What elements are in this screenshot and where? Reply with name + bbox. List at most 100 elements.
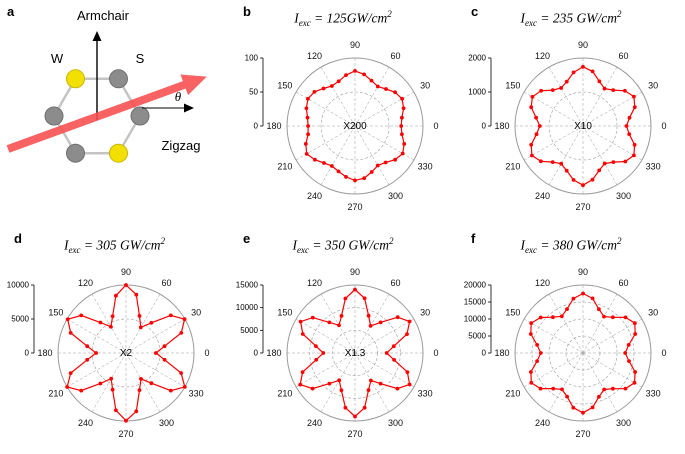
panel-a: a bbox=[0, 0, 229, 227]
data-point bbox=[79, 388, 84, 393]
crystal-schematic: Armchair W S θ Zigzag bbox=[6, 8, 207, 163]
data-point bbox=[337, 378, 342, 383]
data-point bbox=[564, 168, 569, 173]
polar-plot-e: 0 30 60 90 120 150 180 210 240 270 300 330 0 5000 1000… bbox=[236, 267, 439, 439]
title-subscript: exc bbox=[298, 18, 311, 29]
spoke-line bbox=[523, 318, 584, 354]
data-point bbox=[314, 357, 319, 362]
data-point bbox=[65, 385, 69, 389]
data-point bbox=[362, 405, 367, 410]
data-point bbox=[366, 388, 371, 392]
spoke-line bbox=[582, 66, 618, 127]
data-point bbox=[391, 344, 396, 349]
angle-label: 300 bbox=[388, 418, 403, 428]
data-point bbox=[560, 387, 564, 392]
spoke-line bbox=[125, 318, 186, 354]
angle-label: 60 bbox=[390, 51, 400, 61]
data-point bbox=[306, 96, 310, 101]
data-point bbox=[529, 105, 534, 110]
angle-label: 30 bbox=[420, 81, 430, 91]
data-point bbox=[179, 331, 184, 335]
title-equation: = 125GW/cm bbox=[310, 10, 388, 26]
data-point bbox=[109, 324, 113, 329]
data-point bbox=[68, 371, 73, 375]
angle-label: 0 bbox=[433, 121, 438, 131]
panel-label-d: d bbox=[14, 231, 22, 246]
angle-label: 180 bbox=[266, 348, 281, 358]
data-point bbox=[534, 115, 538, 120]
angle-label: 0 bbox=[661, 348, 666, 358]
spoke-line bbox=[548, 125, 584, 186]
data-point bbox=[602, 161, 607, 166]
data-point bbox=[375, 84, 380, 89]
chart-title-f: Iexc = 380 GW/cm2 bbox=[457, 227, 685, 255]
data-series bbox=[298, 287, 412, 419]
angle-label: 300 bbox=[616, 191, 631, 201]
data-point bbox=[368, 324, 373, 328]
data-point bbox=[306, 132, 310, 137]
angle-label: 240 bbox=[307, 191, 322, 201]
angle-label: 180 bbox=[494, 121, 509, 131]
data-point bbox=[314, 344, 318, 348]
data-point bbox=[564, 79, 569, 84]
data-point bbox=[529, 380, 534, 385]
angle-label: 270 bbox=[118, 429, 133, 439]
data-point bbox=[337, 323, 341, 328]
data-point bbox=[529, 142, 534, 147]
panel-e: e Iexc = 350 GW/cm2 0 30 60 90 120 150 180 210 2… bbox=[229, 227, 457, 454]
data-point bbox=[602, 387, 606, 392]
radial-tick-label: 5000 bbox=[11, 315, 29, 324]
title-subscript: exc bbox=[525, 18, 537, 29]
title-equation: = 350 GW/cm bbox=[309, 237, 389, 253]
angle-label: 210 bbox=[505, 389, 520, 399]
angle-label: 60 bbox=[161, 278, 171, 288]
data-point bbox=[321, 351, 326, 355]
data-point bbox=[571, 296, 576, 301]
s-atom bbox=[44, 106, 64, 126]
data-point bbox=[602, 314, 606, 319]
angle-label: 270 bbox=[575, 202, 590, 212]
data-point bbox=[321, 86, 326, 91]
spoke-line bbox=[354, 352, 415, 388]
data-point bbox=[344, 73, 348, 77]
angle-label: 90 bbox=[350, 40, 360, 50]
data-point bbox=[393, 90, 397, 95]
title-superscript: 2 bbox=[616, 9, 622, 19]
angle-labels: 0 30 60 90 120 150 180 210 240 270 300 330 bbox=[266, 267, 438, 439]
panel-f: f Iexc = 380 GW/cm2 0 30 60 90 120 150 180 210 2… bbox=[457, 227, 685, 454]
data-point bbox=[400, 115, 404, 120]
data-point bbox=[149, 320, 154, 325]
angle-label: 120 bbox=[307, 278, 322, 288]
data-point bbox=[305, 115, 310, 120]
data-point bbox=[399, 124, 404, 128]
angle-label: 330 bbox=[646, 389, 661, 399]
data-point bbox=[581, 291, 585, 296]
data-point bbox=[626, 343, 631, 347]
data-point bbox=[85, 357, 90, 362]
s-atom bbox=[66, 143, 85, 163]
angle-label: 240 bbox=[535, 418, 550, 428]
polarization-arrow bbox=[6, 74, 207, 153]
data-point bbox=[597, 394, 601, 399]
spoke-line bbox=[354, 125, 390, 186]
data-point bbox=[139, 377, 143, 381]
radial-tick-label: 20000 bbox=[464, 281, 487, 290]
grid-circle bbox=[548, 91, 618, 161]
data-point bbox=[304, 106, 309, 111]
data-point bbox=[534, 132, 539, 137]
data-point bbox=[632, 94, 636, 99]
data-point bbox=[551, 386, 556, 391]
data-point bbox=[98, 320, 103, 325]
grid-circle bbox=[91, 318, 161, 388]
data-point bbox=[530, 153, 534, 158]
spoke-line bbox=[295, 91, 356, 127]
data-point bbox=[327, 381, 332, 386]
angle-label: 30 bbox=[191, 308, 201, 318]
data-point bbox=[162, 344, 167, 349]
spoke-line bbox=[125, 352, 161, 413]
spoke-line bbox=[548, 293, 584, 354]
angle-label: 210 bbox=[277, 389, 292, 399]
data-point bbox=[85, 344, 90, 349]
angle-label: 240 bbox=[535, 191, 550, 201]
data-point bbox=[400, 96, 404, 101]
